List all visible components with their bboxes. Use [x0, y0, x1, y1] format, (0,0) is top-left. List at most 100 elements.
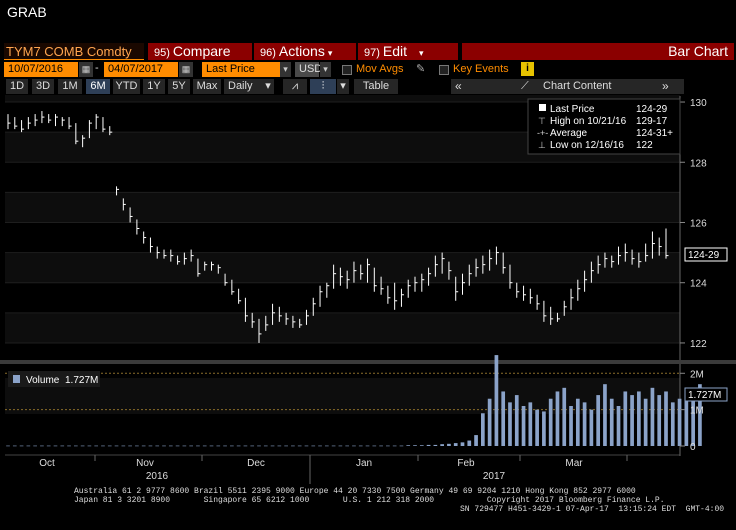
volume-bar [6, 445, 10, 447]
legend-high-label: High on 10/21/16 [550, 116, 627, 127]
volume-bar [135, 445, 139, 447]
year-label: 2016 [146, 471, 169, 482]
frequency-select[interactable]: Daily [224, 79, 262, 94]
range-6m[interactable]: 6M [86, 79, 110, 94]
bar-chart-icon[interactable]: ⫶ [310, 79, 336, 94]
volume-bar [698, 384, 702, 446]
volume-bar [643, 398, 648, 446]
chart-content-icon: ⟋ [521, 80, 529, 92]
volume-bar [162, 445, 166, 447]
low-marker-icon: ⊥ [538, 140, 546, 150]
panel-divider[interactable] [0, 360, 736, 364]
volume-bar [87, 445, 92, 447]
volume-bar [691, 395, 695, 446]
start-date-field[interactable]: 10/07/2016 [4, 62, 78, 77]
table-button[interactable]: Table [354, 79, 398, 94]
price-bars [7, 111, 669, 343]
price-tick-label: 128 [690, 158, 707, 169]
legend-average-value: 124-31+ [636, 128, 673, 139]
chart-content-label[interactable]: Chart Content [543, 80, 612, 92]
volume-bar [467, 440, 472, 446]
volume-bar [60, 445, 65, 447]
field-select[interactable]: Last Price [202, 62, 280, 77]
security-field[interactable]: TYM7 COMB Comdty [4, 43, 144, 60]
year-label: 2017 [483, 471, 506, 482]
price-tick-label: 122 [690, 339, 707, 350]
price-gridlines [5, 101, 680, 411]
compare-label: Compare [172, 43, 231, 59]
mov-avgs-checkbox[interactable] [342, 65, 352, 75]
volume-bar [80, 445, 85, 447]
compare-button[interactable]: 95) Compare [148, 43, 252, 60]
date-axis-ticks: Oct Nov Dec Jan Feb Mar 2016 2017 [39, 455, 628, 484]
footer-session: SN 729477 H451-3429-1 07-Apr-17 13:15:24… [460, 505, 725, 514]
price-chart[interactable]: 130 128 126 124 122 2M 1M 0 Oct Nov Dec Jan Feb Mar… [0, 95, 736, 485]
last-price-tag [684, 247, 728, 262]
range-1y[interactable]: 1Y [143, 79, 165, 94]
volume-bar [453, 443, 458, 446]
range-3d[interactable]: 3D [32, 79, 54, 94]
volume-bar [196, 445, 200, 447]
pencil-icon[interactable]: ✎ [416, 63, 426, 75]
range-ytd[interactable]: YTD [113, 79, 140, 94]
volume-bar [569, 406, 573, 446]
volume-tick-label: 1M [690, 406, 704, 417]
volume-bar [324, 445, 329, 447]
volume-bar [528, 402, 533, 446]
edit-label: Edit [382, 43, 408, 59]
average-marker-icon: -+- [537, 128, 548, 138]
volume-bar [623, 391, 628, 446]
end-date-field[interactable]: 04/07/2017 [104, 62, 178, 77]
volume-bar [616, 406, 621, 446]
volume-bar [331, 445, 336, 447]
footer: Australia 61 2 9777 8600 Brazil 5511 239… [0, 487, 736, 514]
actions-button[interactable]: 96) Actions ▾ [254, 43, 356, 60]
price-legend-box [527, 98, 681, 155]
volume-bar [46, 445, 51, 447]
chevron-down-icon[interactable]: ▾ [280, 62, 291, 77]
collapse-left-icon[interactable]: « [455, 79, 462, 93]
collapse-right-icon[interactable]: » [662, 79, 669, 93]
volume-bar [67, 445, 71, 447]
range-5y[interactable]: 5Y [168, 79, 190, 94]
volume-bar [223, 445, 227, 447]
volume-bars [6, 355, 702, 447]
volume-bar [101, 445, 105, 447]
month-label: Oct [39, 458, 55, 469]
volume-bar [284, 445, 288, 447]
volume-bar [575, 398, 580, 446]
volume-bar [345, 445, 350, 447]
calendar-icon[interactable]: ▦ [179, 62, 193, 77]
legend-last-price-value: 124-29 [636, 104, 668, 115]
volume-bar [40, 445, 44, 447]
volume-bar [548, 398, 553, 446]
info-icon[interactable]: i [521, 62, 534, 76]
volume-bar [501, 391, 506, 446]
volume-bar [148, 445, 153, 447]
edit-button[interactable]: 97) Edit ▾ [358, 43, 458, 60]
chevron-down-icon[interactable]: ▾ [262, 79, 274, 94]
high-marker-icon: ⊤ [538, 116, 546, 126]
price-tick-label: 124 [690, 279, 707, 290]
line-chart-icon[interactable]: ⩘ [283, 79, 307, 94]
volume-legend-box [8, 371, 100, 387]
volume-bar [114, 445, 119, 447]
chevron-down-icon[interactable]: ▾ [320, 62, 331, 77]
calendar-icon[interactable]: ▦ [79, 62, 93, 77]
volume-bar [304, 445, 309, 447]
volume-bar [175, 445, 180, 447]
chevron-down-icon[interactable]: ▾ [337, 79, 349, 94]
key-events-checkbox[interactable] [439, 65, 449, 75]
volume-bar [447, 443, 451, 446]
range-max[interactable]: Max [193, 79, 221, 94]
volume-bar [542, 411, 546, 446]
mov-avgs-label: Mov Avgs [356, 63, 404, 75]
volume-bar [684, 391, 689, 446]
currency-select[interactable]: USD [295, 62, 322, 77]
volume-bar [494, 355, 499, 446]
range-1d[interactable]: 1D [6, 79, 28, 94]
price-axis-ticks: 130 128 126 124 122 [680, 98, 707, 350]
chart-type-button[interactable]: Bar Chart [462, 43, 734, 60]
last-price-tag-text: 124-29 [688, 250, 720, 261]
range-1m[interactable]: 1M [58, 79, 82, 94]
